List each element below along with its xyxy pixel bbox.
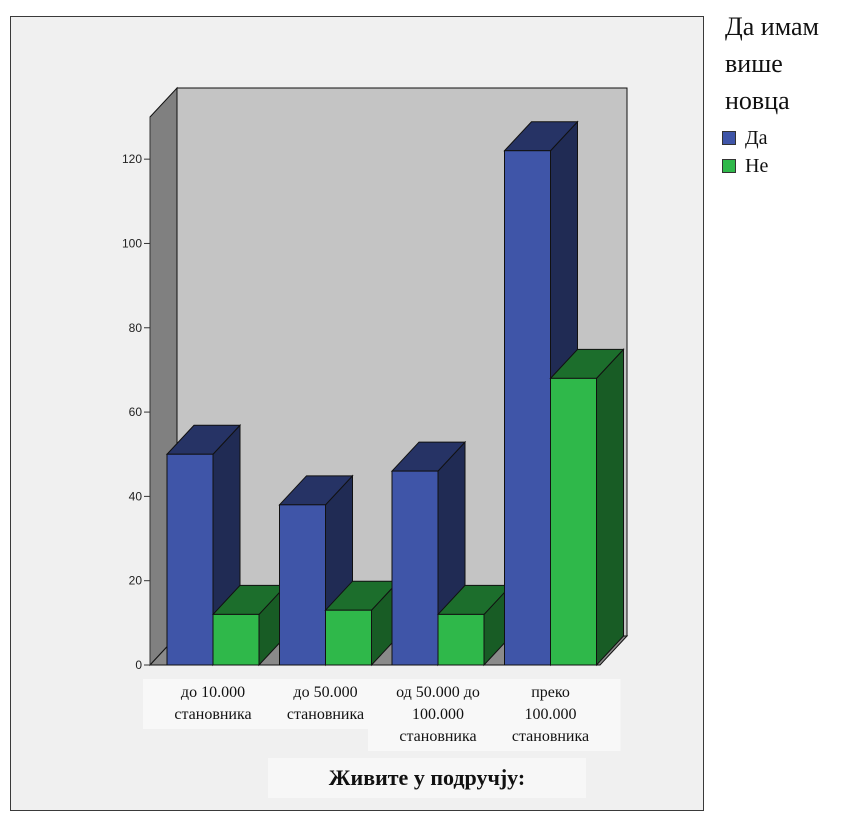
legend-swatch-da (722, 131, 736, 145)
legend-title-line: новца (725, 86, 790, 115)
bar-front (279, 504, 326, 666)
y-tick-label: 120 (122, 152, 142, 166)
y-tick-label: 40 (129, 489, 143, 503)
category-label-line: становника (512, 728, 589, 745)
bar-front (391, 470, 439, 666)
category-label-line: становника (399, 728, 476, 745)
bar-Да-0 (165, 423, 242, 667)
category-label-line: од 50.000 до (396, 684, 480, 701)
y-tick-label: 60 (129, 405, 143, 419)
bar-Да-3 (503, 120, 579, 667)
category-label-line: становника (174, 706, 251, 723)
y-tick-label: 20 (129, 574, 143, 588)
legend-label-da: Да (745, 126, 768, 149)
y-tick-label: 80 (129, 321, 143, 335)
bar-front (325, 609, 372, 666)
bars (165, 120, 625, 667)
bar-front (437, 613, 485, 666)
bar-Не-1 (324, 579, 400, 667)
category-label-line: до 50.000 (293, 684, 357, 701)
category-label-line: 100.000 (525, 706, 577, 723)
y-tick-label: 100 (122, 236, 142, 250)
bar-front (212, 613, 260, 666)
category-label-line: до 10.000 (181, 684, 245, 701)
legend-item-da: Да (722, 126, 768, 149)
legend-title-line: Да имам (725, 12, 819, 41)
legend-title: Да имам више новца (725, 8, 850, 119)
legend-item-ne: Не (722, 154, 769, 177)
category-label: преко 100.000 становника (480, 679, 621, 751)
x-axis-title: Живите у подручју: (268, 758, 586, 798)
bar-front (166, 453, 214, 666)
bar-front (504, 150, 551, 666)
bar-side (596, 348, 624, 667)
category-label-line: преко (531, 684, 570, 701)
legend-label-ne: Не (745, 154, 769, 177)
y-tick-label: 0 (135, 658, 142, 672)
category-label-line: 100.000 (412, 706, 464, 723)
legend-title-line: више (725, 49, 783, 78)
category-label-bg (480, 679, 621, 751)
bar-Не-3 (549, 348, 625, 667)
legend-swatch-ne (722, 159, 736, 173)
category-label-line: становника (287, 706, 364, 723)
category-labels: до 10.000 становника до 50.000 становника од… (143, 679, 621, 751)
y-axis: 0 20 40 60 80 100 120 (122, 117, 151, 672)
bar-front (550, 377, 597, 666)
